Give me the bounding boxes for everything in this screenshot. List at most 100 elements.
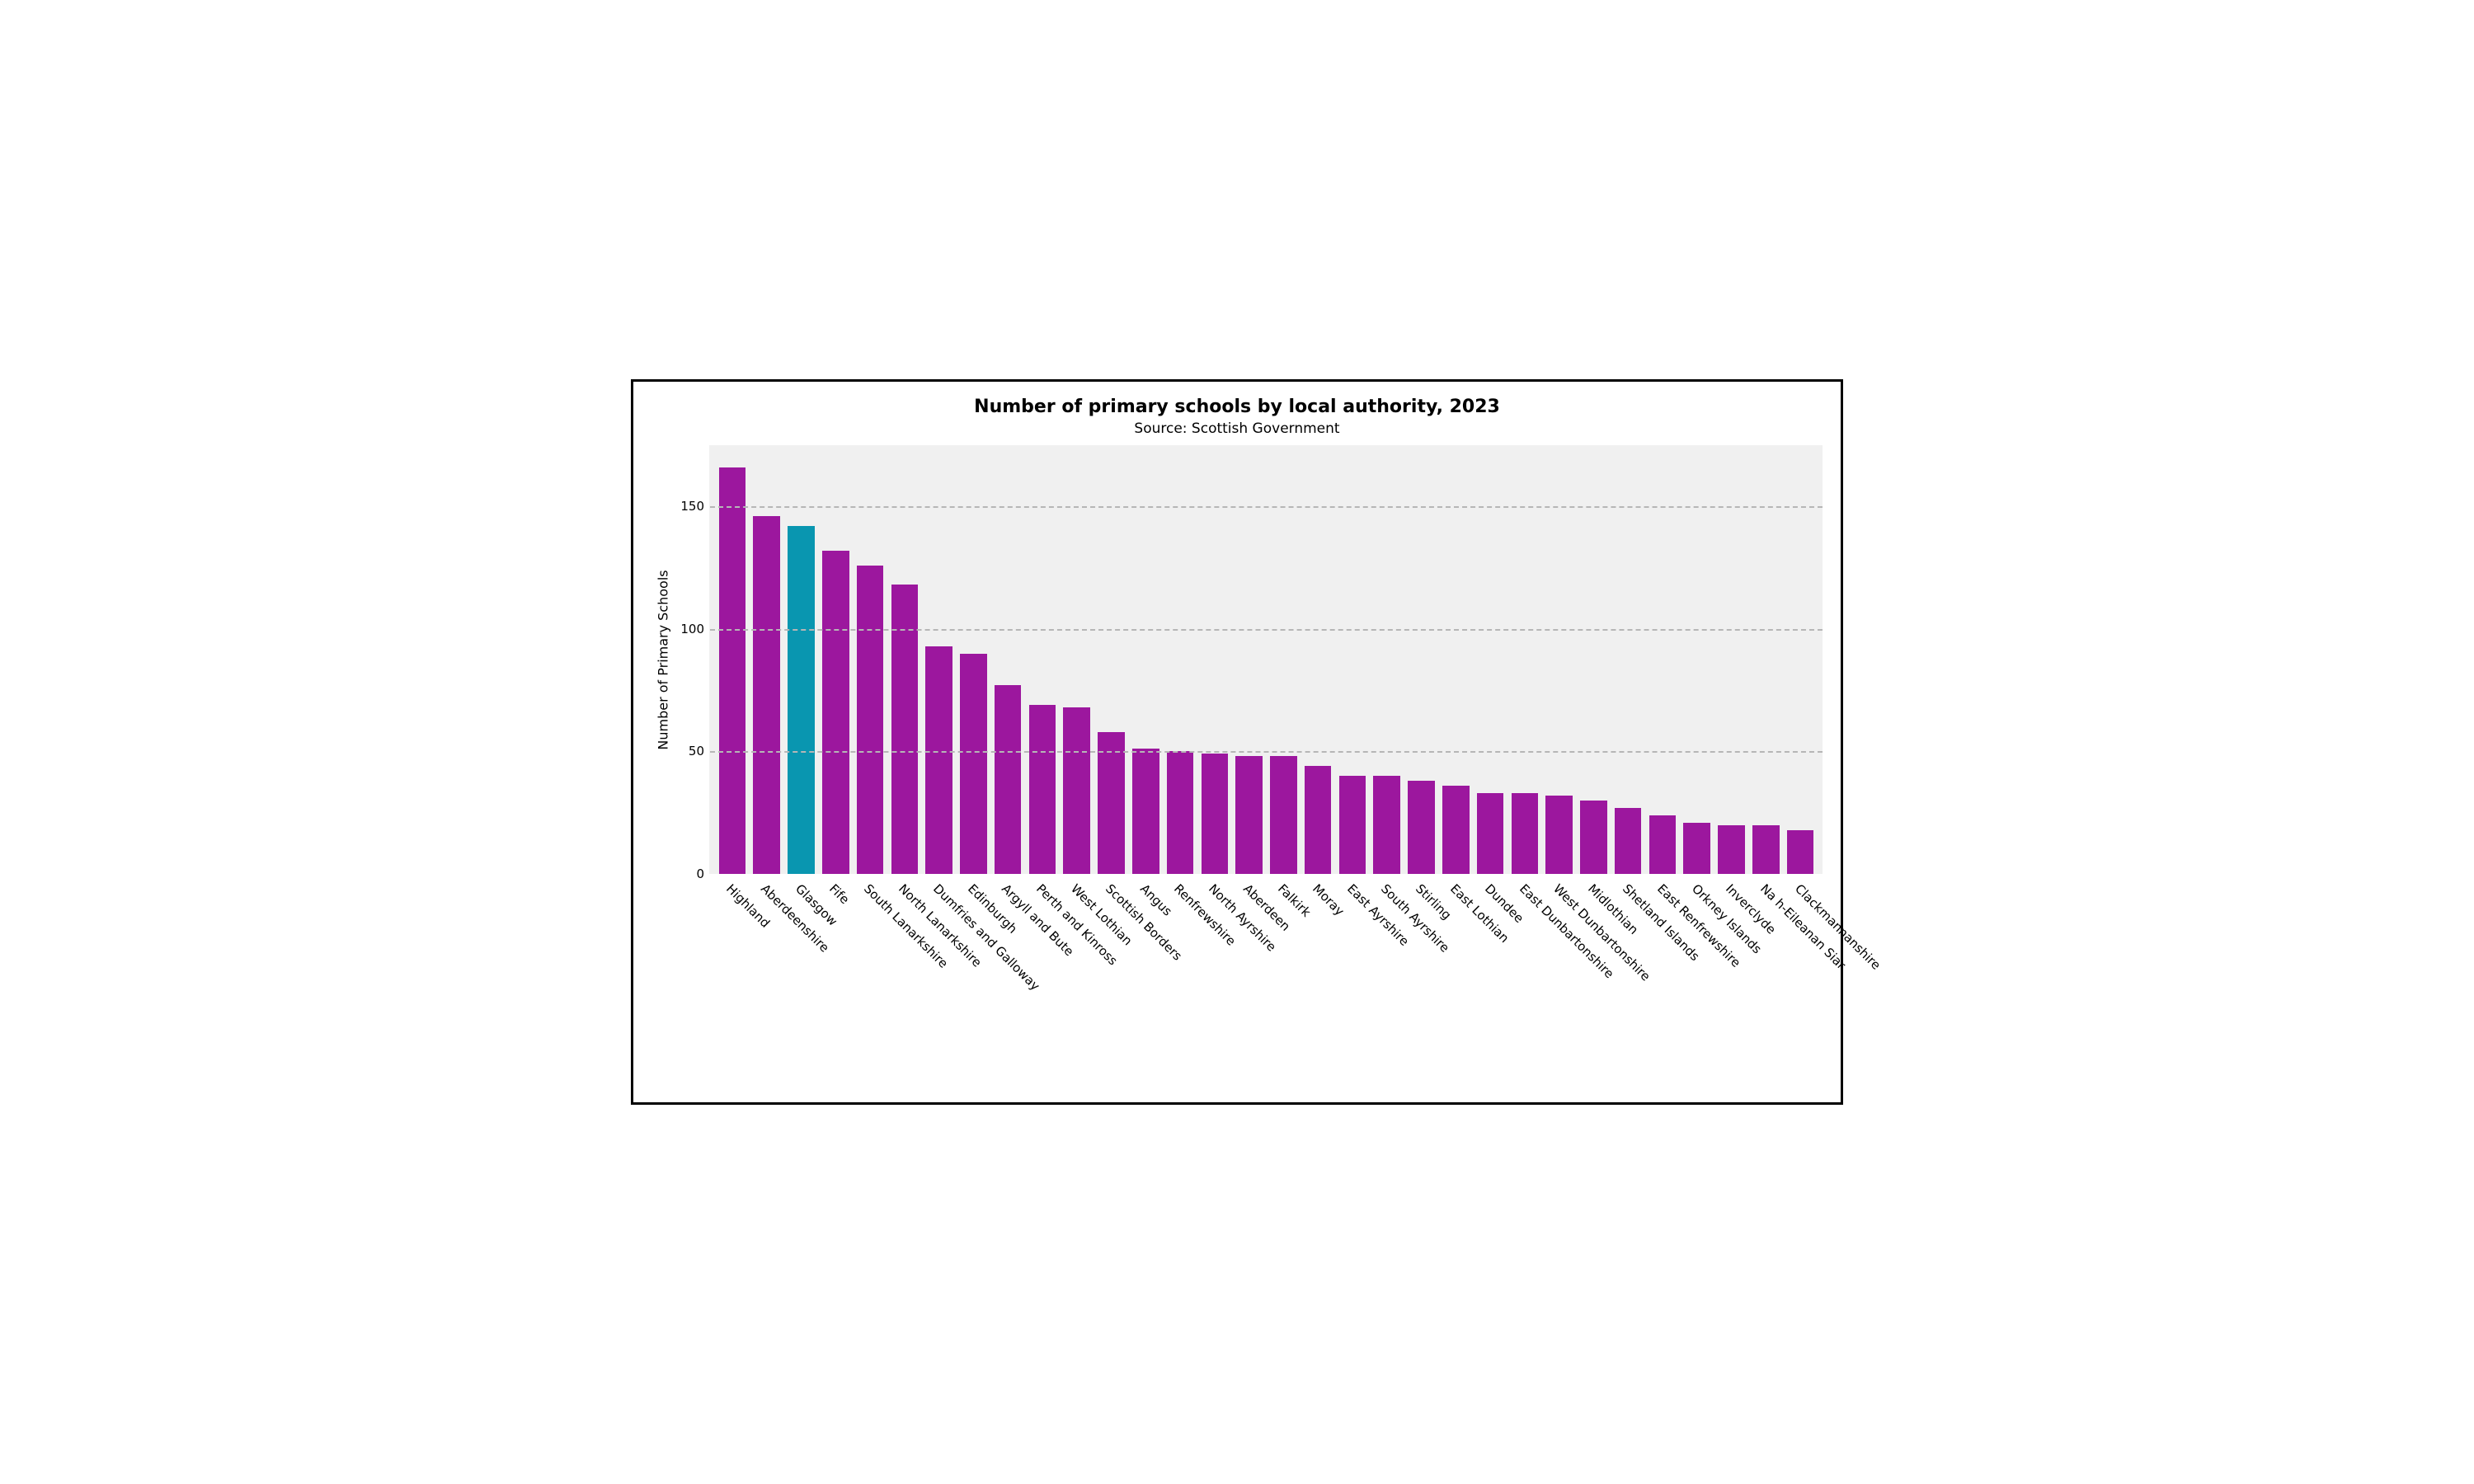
x-tick-slot: East Dunbartonshire: [1507, 874, 1542, 1055]
chart-title: Number of primary schools by local autho…: [651, 397, 1823, 417]
bar-slot: [1404, 445, 1439, 874]
bar: [1512, 793, 1539, 874]
x-tick-slot: West Lothian: [1059, 874, 1094, 1055]
x-tick-slot: South Lanarkshire: [852, 874, 887, 1055]
bars-container: [710, 445, 1823, 874]
bar: [1339, 776, 1366, 874]
bar: [1408, 781, 1435, 874]
bar-slot: [818, 445, 853, 874]
x-tick-slot: South Ayrshire: [1369, 874, 1404, 1055]
x-tick-slot: Falkirk: [1266, 874, 1300, 1055]
x-tick-label: Fife: [826, 881, 852, 907]
x-tick-slot: Stirling: [1404, 874, 1438, 1055]
bar-slot: [1232, 445, 1267, 874]
bar: [1132, 749, 1159, 874]
bar-slot: [1507, 445, 1542, 874]
bar-slot: [1267, 445, 1301, 874]
x-tick-slot: Aberdeen: [1231, 874, 1266, 1055]
bar-slot: [1783, 445, 1818, 874]
bar: [1683, 823, 1710, 874]
bar-slot: [1163, 445, 1197, 874]
x-tick-slot: Renfrewshire: [1163, 874, 1197, 1055]
bar-slot: [1611, 445, 1645, 874]
y-tick-label: 100: [680, 622, 704, 636]
x-tick-slot: North Lanarkshire: [887, 874, 921, 1055]
bar: [1615, 808, 1642, 874]
bar: [1063, 707, 1090, 874]
plot-area: [709, 445, 1823, 874]
bar: [1167, 751, 1194, 874]
bar: [1649, 815, 1677, 874]
bar-slot: [1680, 445, 1714, 874]
x-tick-slot: Moray: [1300, 874, 1335, 1055]
bar-slot: [1025, 445, 1060, 874]
bar-slot: [1197, 445, 1232, 874]
bar-slot: [853, 445, 887, 874]
x-tick-slot: Inverclyde: [1714, 874, 1749, 1055]
bar-slot: [1577, 445, 1611, 874]
bar: [1718, 825, 1745, 874]
bar-slot: [784, 445, 819, 874]
bar-slot: [1542, 445, 1577, 874]
x-tick-slot: Highland: [714, 874, 749, 1055]
y-tick-column: 050100150: [675, 445, 709, 874]
bar: [960, 654, 987, 874]
bar: [1752, 825, 1780, 874]
x-tick-slot: Edinburgh: [956, 874, 990, 1055]
bar: [1442, 786, 1470, 874]
bar: [1787, 830, 1814, 874]
x-tick-slot: West Dunbartonshire: [1542, 874, 1577, 1055]
bar: [1373, 776, 1400, 874]
bar-slot: [1300, 445, 1335, 874]
bar-slot: [1438, 445, 1473, 874]
bar-slot: [1060, 445, 1094, 874]
x-tick-slot: East Lothian: [1438, 874, 1473, 1055]
bar: [1098, 732, 1125, 874]
bar-slot: [715, 445, 750, 874]
bar-slot: [1714, 445, 1749, 874]
x-tick-slot: Fife: [817, 874, 852, 1055]
bar-slot: [956, 445, 990, 874]
x-tick-slot: Perth and Kinross: [1024, 874, 1059, 1055]
bar-slot: [1128, 445, 1163, 874]
bar: [1029, 705, 1056, 874]
x-tick-slot: Dundee: [1473, 874, 1507, 1055]
bar-slot: [1094, 445, 1129, 874]
x-tick-slot: Shetland Islands: [1611, 874, 1645, 1055]
x-tick-slot: Glasgow: [783, 874, 818, 1055]
y-tick-label: 150: [680, 499, 704, 514]
x-tick-slot: Scottish Borders: [1094, 874, 1128, 1055]
bar: [1235, 756, 1263, 874]
bar-slot: [750, 445, 784, 874]
ylabel-column: Number of Primary Schools: [651, 445, 675, 874]
bar: [995, 685, 1022, 874]
x-tick-slot: East Ayrshire: [1335, 874, 1370, 1055]
x-tick-slot: North Ayrshire: [1197, 874, 1231, 1055]
y-tick-label: 0: [696, 866, 704, 881]
bar: [857, 566, 884, 874]
x-tick-slot: Midlothian: [1576, 874, 1611, 1055]
x-tick-slot: Aberdeenshire: [749, 874, 783, 1055]
chart-figure: Number of primary schools by local autho…: [631, 379, 1843, 1105]
bar: [925, 646, 952, 874]
plot-wrap: Number of Primary Schools 050100150: [651, 445, 1823, 874]
bar: [719, 467, 746, 874]
gridline: [710, 506, 1823, 508]
x-tick-slot: Dumfries and Galloway: [921, 874, 956, 1055]
x-tick-slot: East Renfrewshire: [1645, 874, 1680, 1055]
bar: [822, 551, 849, 874]
bar: [1545, 796, 1573, 874]
bar: [788, 526, 815, 874]
x-tick-slot: Clackmannanshire: [1783, 874, 1818, 1055]
x-tick-slot: Orkney Islands: [1680, 874, 1714, 1055]
chart-subtitle: Source: Scottish Government: [651, 420, 1823, 437]
bar: [1270, 756, 1297, 874]
bar: [753, 516, 780, 874]
bar-slot: [887, 445, 922, 874]
x-tick-slot: Na h-Eileanan Siar: [1748, 874, 1783, 1055]
bar-slot: [1748, 445, 1783, 874]
x-axis: HighlandAberdeenshireGlasgow FifeSouth La…: [709, 874, 1823, 1055]
y-tick-label: 50: [689, 744, 704, 758]
gridline: [710, 751, 1823, 753]
bar-slot: [922, 445, 957, 874]
